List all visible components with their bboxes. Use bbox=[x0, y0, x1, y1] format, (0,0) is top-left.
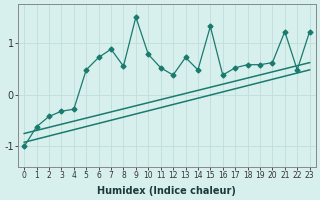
X-axis label: Humidex (Indice chaleur): Humidex (Indice chaleur) bbox=[98, 186, 236, 196]
